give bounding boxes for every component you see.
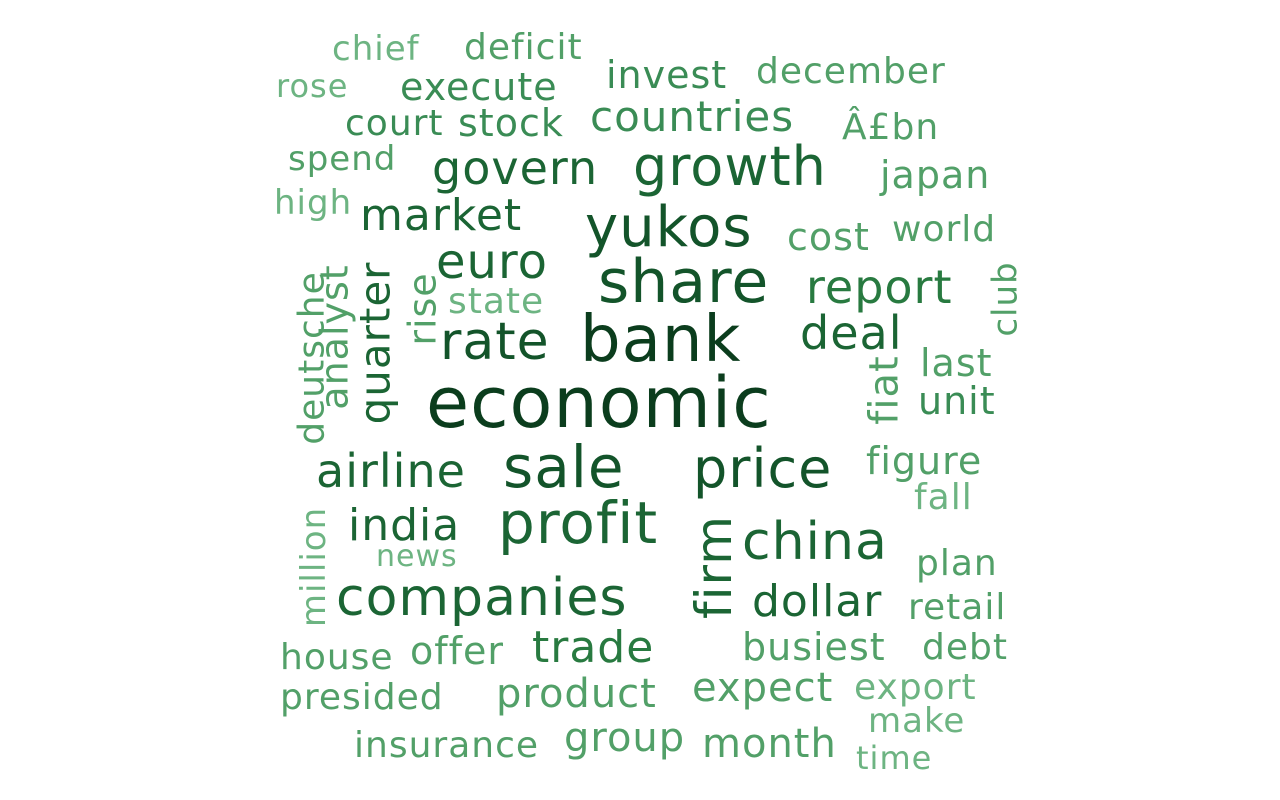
word-presided: presided — [280, 677, 444, 718]
word-profit: profit — [498, 489, 659, 557]
word-deficit: deficit — [464, 27, 583, 68]
word-pound-bn: Â£bn — [842, 107, 940, 148]
word-export: export — [854, 667, 977, 708]
word-plan: plan — [916, 543, 998, 584]
word-airline: airline — [316, 444, 466, 498]
word-unit: unit — [918, 379, 996, 423]
word-offer: offer — [410, 629, 505, 673]
word-growth: growth — [633, 135, 827, 198]
word-price: price — [693, 437, 833, 500]
word-stock: stock — [458, 101, 564, 145]
word-december: december — [756, 51, 946, 92]
word-expect: expect — [692, 665, 834, 711]
word-chief: chief — [332, 29, 420, 69]
word-quarter: quarter — [350, 261, 400, 425]
word-club: club — [985, 261, 1026, 337]
word-share: share — [598, 247, 770, 317]
word-euro: euro — [436, 234, 548, 290]
word-sale: sale — [503, 433, 625, 501]
word-debt: debt — [922, 627, 1008, 668]
word-figure: figure — [866, 439, 983, 483]
word-insurance: insurance — [354, 725, 540, 766]
word-deutsche: deutsche — [291, 271, 333, 445]
word-countries: countries — [590, 92, 795, 141]
word-govern: govern — [432, 141, 599, 195]
word-deal: deal — [800, 306, 903, 360]
word-bank: bank — [580, 303, 742, 377]
word-retail: retail — [908, 587, 1007, 628]
word-news: news — [376, 539, 458, 574]
word-high: high — [274, 183, 353, 223]
word-report: report — [806, 260, 953, 314]
word-economic: economic — [426, 362, 772, 444]
word-cost: cost — [787, 215, 870, 259]
word-fall: fall — [914, 477, 973, 518]
word-yukos: yukos — [585, 195, 753, 260]
word-busiest: busiest — [742, 625, 886, 669]
word-make: make — [868, 701, 966, 741]
word-spend: spend — [288, 139, 397, 179]
word-time: time — [856, 739, 933, 777]
word-month: month — [702, 721, 837, 767]
word-dollar: dollar — [752, 576, 883, 627]
word-companies: companies — [336, 568, 628, 628]
word-market: market — [360, 190, 523, 241]
word-house: house — [280, 637, 394, 678]
word-trade: trade — [532, 622, 655, 673]
word-firm: firm — [684, 515, 743, 619]
word-rate: rate — [440, 312, 550, 372]
word-rise: rise — [400, 272, 445, 346]
word-last: last — [920, 341, 993, 385]
word-invest: invest — [606, 53, 728, 97]
word-execute: execute — [400, 65, 558, 109]
word-world: world — [892, 209, 997, 250]
word-court: court — [345, 103, 444, 144]
word-million: million — [294, 506, 335, 628]
word-japan: japan — [880, 153, 991, 197]
word-product: product — [496, 671, 657, 717]
word-china: china — [742, 512, 888, 572]
word-state: state — [448, 281, 545, 322]
word-fiat: fiat — [861, 355, 908, 425]
word-india: india — [348, 500, 461, 551]
word-group: group — [564, 715, 686, 761]
word-rose: rose — [276, 67, 349, 105]
